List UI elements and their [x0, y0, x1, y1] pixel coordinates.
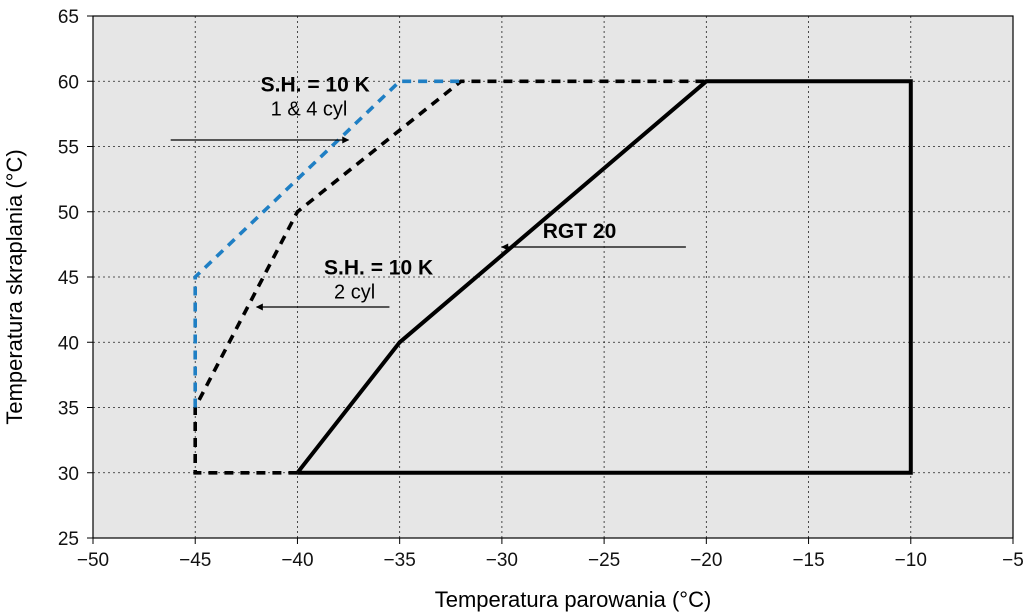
x-tick-label: −25 [588, 550, 620, 571]
series-line-1 [193, 79, 707, 475]
y-tick-label: 60 [58, 72, 79, 93]
y-tick-label: 50 [58, 203, 79, 224]
series-line-2 [193, 79, 461, 408]
y-tick-label: 35 [58, 399, 79, 420]
y-tick-label: 40 [58, 333, 79, 354]
x-tick-label: −20 [690, 550, 722, 571]
annotation-subtitle-cyl14: 1 & 4 cyl [271, 99, 348, 121]
x-tick-label: −40 [281, 550, 313, 571]
y-tick-label: 45 [58, 268, 79, 289]
annotation-title-rgt20: RGT 20 [543, 220, 617, 243]
annotation-subtitle-cyl2: 2 cyl [334, 281, 375, 303]
y-tick-label: 25 [58, 529, 79, 550]
series-layer [193, 79, 913, 475]
ticks: −50 −45 −40 −35 −30 −25 −20 −15 −10 −5 25 30 35 40 45 5… [58, 7, 1024, 571]
x-tick-label: −5 [1002, 550, 1024, 571]
series-line-0 [295, 79, 913, 475]
annotation-title-cyl14: S.H. = 10 K [261, 74, 370, 97]
x-tick-label: −35 [384, 550, 416, 571]
x-tick-label: −15 [792, 550, 824, 571]
x-tick-label: −10 [895, 550, 927, 571]
x-tick-label: −30 [486, 550, 518, 571]
y-axis-title: Temperatura skraplania (°C) [2, 149, 27, 424]
x-axis-title: Temperatura parowania (°C) [435, 587, 712, 612]
annotation-title-cyl2: S.H. = 10 K [324, 256, 433, 279]
y-tick-label: 55 [58, 138, 79, 159]
x-tick-label: −45 [179, 550, 211, 571]
y-tick-label: 65 [58, 7, 79, 28]
y-tick-label: 30 [58, 464, 79, 485]
x-tick-label: −50 [77, 550, 109, 571]
